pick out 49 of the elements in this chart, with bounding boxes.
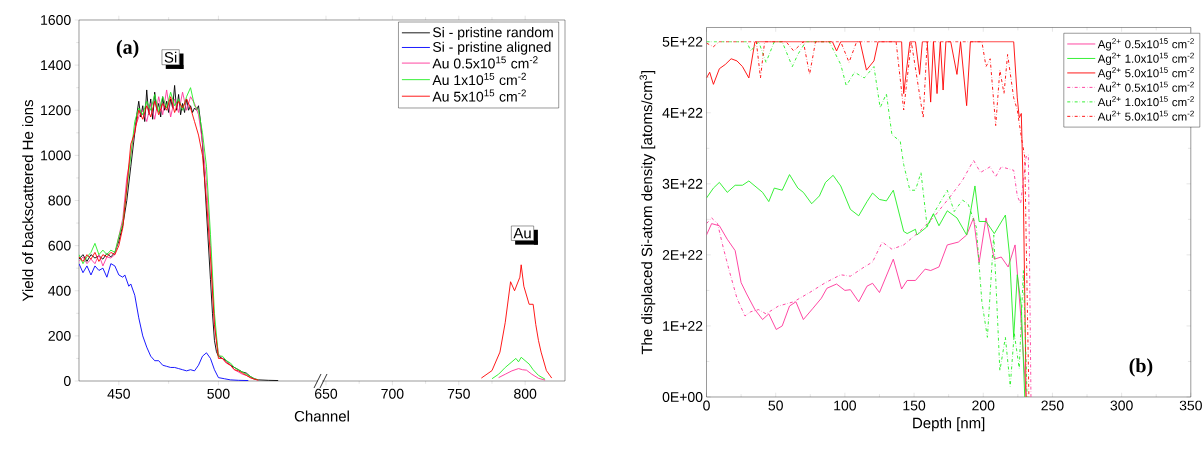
legend-label: Si - pristine aligned bbox=[433, 41, 551, 55]
x-tick-label: 700 bbox=[381, 388, 404, 399]
y-tick-label: 1600 bbox=[41, 15, 71, 25]
y-tick-label: 5E+22 bbox=[662, 36, 703, 47]
legend-label: Ag$^{2+}$ 0.5x10$^{15}$ cm$^{-2}$ bbox=[1097, 38, 1194, 51]
annotation: Si bbox=[164, 51, 177, 63]
x-axis-title: Depth [nm] bbox=[913, 417, 985, 432]
x-tick-label: 150 bbox=[903, 400, 926, 411]
y-axis-title: The displaced Si-atom density [atoms/cm$^{3}$] bbox=[639, 70, 656, 355]
line-series bbox=[79, 263, 249, 381]
x-tick-label: 750 bbox=[447, 388, 470, 399]
x-tick-label: 0 bbox=[703, 400, 710, 411]
y-tick-label: 800 bbox=[48, 195, 71, 206]
y-tick-label: 2E+22 bbox=[662, 249, 703, 260]
y-tick-label: 3E+22 bbox=[662, 178, 703, 189]
y-tick-label: 200 bbox=[48, 330, 71, 341]
y-tick-label: 1400 bbox=[41, 60, 71, 71]
x-tick-label: 50 bbox=[768, 400, 783, 411]
x-tick-label: 250 bbox=[1041, 400, 1064, 411]
annotation: (a) bbox=[116, 39, 139, 58]
legend-label: Ag$^{2+}$ 1.0x10$^{15}$ cm$^{-2}$ bbox=[1097, 52, 1194, 66]
y-tick-label: 1200 bbox=[41, 105, 71, 116]
y-tick-label: 1000 bbox=[41, 150, 71, 161]
legend-label: Ag$^{2+}$ 5.0x10$^{15}$ cm$^{-2}$ bbox=[1097, 67, 1194, 80]
legend-label: Au$^{2+}$ 0.5x10$^{15}$ cm$^{-2}$ bbox=[1097, 81, 1194, 92]
annotation: Au bbox=[513, 227, 531, 239]
legend-label: Au$^{2+}$ 5.0x10$^{15}$ cm$^{-2}$ bbox=[1097, 110, 1194, 121]
y-tick-label: 4E+22 bbox=[662, 107, 703, 118]
legend-label: Au 5x10$^{15}$ cm$^{-2}$ bbox=[432, 89, 526, 102]
annotation: (b) bbox=[1129, 358, 1153, 377]
y-tick-label: 600 bbox=[48, 240, 71, 251]
x-tick-label: 200 bbox=[972, 400, 995, 411]
y-tick-label: 0 bbox=[63, 376, 71, 386]
y-tick-label: 1E+22 bbox=[663, 321, 703, 331]
x-tick-label: 500 bbox=[207, 388, 230, 399]
y-axis-title: Yield of backscattered He ions bbox=[22, 100, 34, 302]
x-tick-label: 800 bbox=[514, 388, 537, 399]
y-tick-label: 400 bbox=[48, 285, 71, 296]
x-tick-label: 300 bbox=[1110, 400, 1133, 411]
x-tick-label: 650 bbox=[315, 388, 338, 399]
x-tick-label: 450 bbox=[107, 388, 130, 399]
y-tick-label: 0E+00 bbox=[662, 392, 703, 402]
x-tick-label: 100 bbox=[834, 400, 857, 411]
legend-label: Au$^{2+}$ 1.0x10$^{15}$ cm$^{-2}$ bbox=[1097, 96, 1194, 107]
legend-label: Au 0.5x10$^{15}$ cm$^{-2}$ bbox=[432, 56, 538, 69]
legend-label: Si - pristine random bbox=[433, 27, 553, 41]
x-tick-label: 350 bbox=[1179, 400, 1202, 411]
legend-label: Au 1x10$^{15}$ cm$^{-2}$ bbox=[432, 72, 526, 86]
x-axis-title: Channel bbox=[294, 410, 349, 422]
